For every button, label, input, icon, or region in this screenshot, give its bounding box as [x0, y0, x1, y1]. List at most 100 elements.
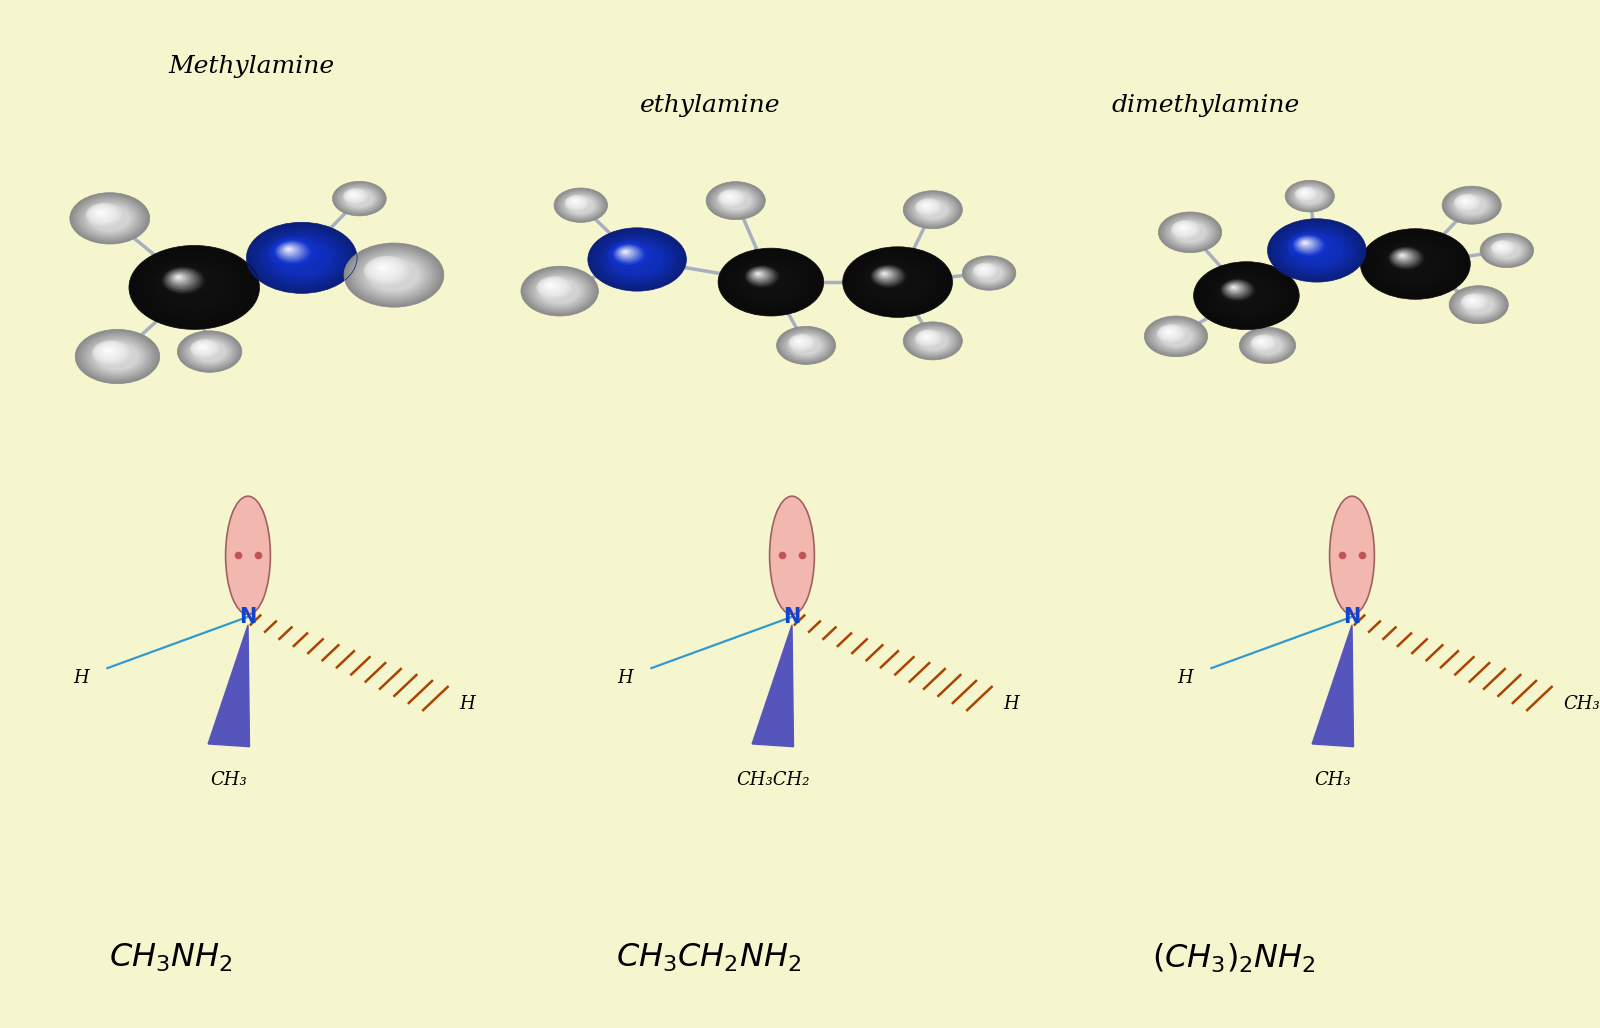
Circle shape [381, 266, 384, 268]
Circle shape [798, 340, 800, 341]
Circle shape [274, 241, 310, 264]
Circle shape [866, 262, 914, 292]
Circle shape [533, 273, 587, 308]
Circle shape [1451, 287, 1506, 323]
Circle shape [1288, 232, 1331, 260]
Circle shape [1256, 338, 1269, 346]
Circle shape [350, 192, 357, 197]
Circle shape [914, 329, 952, 353]
Circle shape [976, 264, 994, 276]
Circle shape [1178, 225, 1189, 231]
Circle shape [979, 266, 989, 272]
Circle shape [1302, 192, 1304, 193]
Circle shape [1294, 187, 1325, 206]
Circle shape [1216, 277, 1277, 315]
Circle shape [1371, 235, 1459, 292]
Circle shape [99, 212, 101, 213]
Circle shape [566, 195, 587, 210]
Circle shape [1499, 246, 1501, 247]
Circle shape [909, 325, 957, 357]
Circle shape [742, 264, 798, 300]
Circle shape [786, 333, 826, 358]
Circle shape [782, 330, 830, 361]
Circle shape [278, 243, 304, 259]
Circle shape [1258, 338, 1266, 344]
Circle shape [616, 246, 638, 261]
Circle shape [1221, 280, 1253, 300]
Text: $(CH_3)_2NH_2$: $(CH_3)_2NH_2$ [1152, 942, 1315, 975]
Circle shape [272, 240, 314, 265]
Circle shape [1365, 231, 1467, 297]
Circle shape [549, 284, 554, 287]
Circle shape [1453, 193, 1491, 217]
Circle shape [1298, 188, 1315, 199]
Circle shape [597, 233, 678, 286]
Circle shape [1302, 241, 1309, 245]
Ellipse shape [1330, 497, 1374, 615]
Circle shape [357, 252, 430, 298]
Ellipse shape [226, 497, 270, 615]
Circle shape [573, 200, 576, 203]
Circle shape [1290, 233, 1330, 258]
Circle shape [925, 205, 926, 206]
Circle shape [1203, 267, 1290, 324]
Circle shape [274, 241, 330, 276]
Circle shape [883, 272, 886, 274]
Circle shape [74, 195, 146, 242]
Circle shape [246, 222, 357, 293]
Circle shape [909, 326, 957, 356]
Circle shape [182, 334, 237, 369]
Circle shape [742, 264, 782, 289]
Circle shape [723, 193, 736, 200]
Circle shape [1462, 295, 1485, 308]
Circle shape [1160, 214, 1219, 251]
Circle shape [1382, 243, 1434, 276]
Circle shape [1293, 186, 1326, 207]
Circle shape [104, 347, 112, 353]
Circle shape [272, 238, 315, 266]
Circle shape [874, 267, 899, 284]
Circle shape [1174, 222, 1206, 243]
Circle shape [1248, 333, 1286, 358]
Circle shape [562, 193, 600, 217]
Circle shape [843, 247, 952, 318]
Circle shape [845, 248, 950, 317]
Circle shape [734, 258, 808, 306]
Circle shape [90, 338, 146, 374]
Circle shape [339, 186, 379, 212]
Text: dimethylamine: dimethylamine [1112, 95, 1301, 117]
Circle shape [792, 336, 821, 355]
Circle shape [715, 187, 757, 214]
Circle shape [710, 185, 760, 217]
Circle shape [1298, 188, 1314, 198]
Circle shape [1147, 318, 1205, 356]
Circle shape [162, 266, 205, 294]
Circle shape [1286, 181, 1333, 212]
Circle shape [618, 247, 637, 259]
Circle shape [1482, 234, 1531, 266]
Circle shape [973, 263, 998, 279]
Circle shape [797, 339, 802, 343]
Circle shape [1299, 189, 1310, 196]
Circle shape [1253, 336, 1282, 355]
Circle shape [1248, 333, 1288, 358]
Circle shape [534, 274, 586, 307]
Circle shape [925, 336, 926, 337]
Circle shape [184, 335, 235, 368]
Circle shape [1211, 273, 1282, 319]
Text: N: N [784, 607, 800, 627]
Circle shape [526, 269, 594, 313]
Circle shape [974, 264, 1003, 283]
Circle shape [1386, 245, 1445, 283]
Circle shape [346, 190, 363, 201]
Circle shape [1253, 335, 1275, 350]
Circle shape [370, 259, 402, 281]
Circle shape [1370, 234, 1461, 293]
Circle shape [1163, 215, 1218, 250]
Circle shape [282, 245, 299, 256]
Circle shape [1158, 325, 1184, 341]
Circle shape [347, 245, 440, 305]
Circle shape [531, 272, 589, 309]
Circle shape [979, 267, 987, 271]
Circle shape [1291, 184, 1328, 209]
